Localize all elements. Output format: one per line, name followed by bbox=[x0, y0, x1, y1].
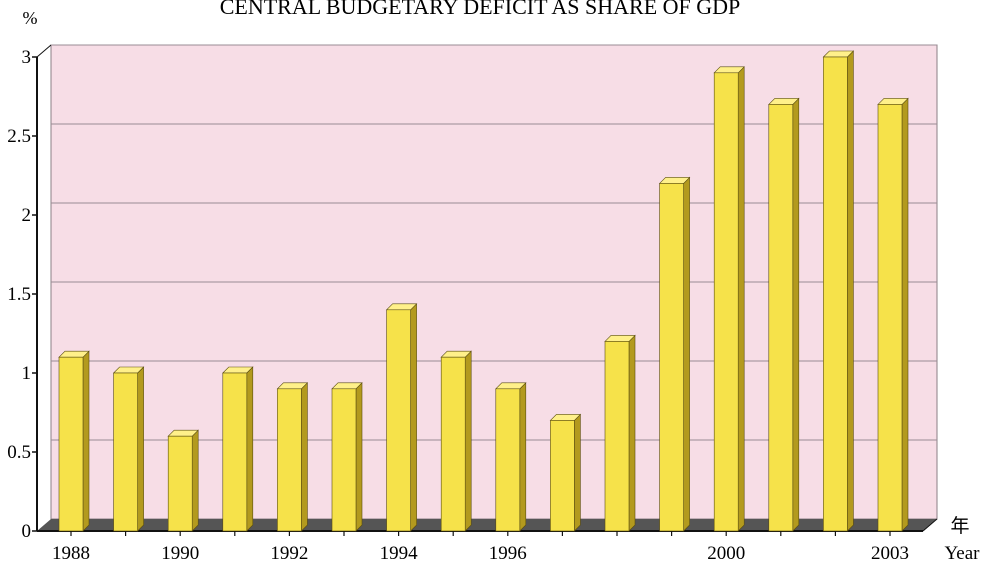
bar-1997 bbox=[549, 413, 582, 532]
y-axis-unit-label: % bbox=[23, 8, 38, 28]
x-tick-label: 2003 bbox=[871, 543, 909, 564]
bar-side bbox=[737, 66, 745, 532]
bar-1995 bbox=[440, 350, 472, 532]
x-tick-label: 2000 bbox=[707, 543, 745, 564]
y-tick-label: 0.5 bbox=[7, 442, 31, 463]
y-tick-label: 2 bbox=[22, 205, 32, 226]
bar-side bbox=[628, 334, 636, 532]
bar-1992 bbox=[276, 382, 309, 532]
bar-front bbox=[222, 372, 248, 532]
x-axis-label-chinese: 年 bbox=[950, 515, 969, 537]
bar-front bbox=[386, 309, 411, 532]
bar-1988 bbox=[58, 350, 90, 532]
bar-front bbox=[659, 183, 684, 532]
x-tick-label: 1990 bbox=[161, 543, 199, 564]
x-axis-depth-end bbox=[922, 518, 938, 532]
bar-front bbox=[167, 435, 193, 532]
chart-title: CENTRAL BUDGETARY DEFICIT AS SHARE OF GD… bbox=[220, 0, 741, 19]
y-tick-label: 2.5 bbox=[7, 126, 31, 147]
bar-side bbox=[519, 382, 527, 532]
bar-front bbox=[440, 356, 466, 532]
bar-front bbox=[277, 388, 302, 532]
x-tick-label: 1992 bbox=[270, 543, 308, 564]
bar-front bbox=[877, 104, 903, 532]
bar-front bbox=[113, 372, 138, 532]
bar-1999 bbox=[658, 176, 691, 532]
bar-1991 bbox=[222, 366, 254, 532]
bar-2003 bbox=[877, 97, 909, 532]
bar-front bbox=[550, 420, 575, 532]
bar-front bbox=[823, 56, 848, 532]
y-tick-label: 0 bbox=[22, 521, 32, 542]
y-ticks: 0 0.5 1 1.5 2 2.5 3 bbox=[7, 47, 37, 542]
bar-side bbox=[683, 176, 690, 532]
bar-front bbox=[768, 104, 794, 532]
plot-floor bbox=[37, 519, 937, 531]
bar-side bbox=[246, 366, 254, 532]
bar-side bbox=[901, 97, 909, 532]
bar-side bbox=[410, 303, 417, 532]
bar-1996 bbox=[495, 382, 527, 532]
y-tick-label: 3 bbox=[22, 47, 32, 68]
bar-1990 bbox=[167, 429, 199, 532]
bar-1994 bbox=[385, 303, 418, 532]
y-tick-label: 1 bbox=[22, 363, 32, 384]
bar-front bbox=[495, 388, 521, 532]
bar-side bbox=[137, 366, 144, 532]
bar-front bbox=[331, 388, 357, 532]
bar-side bbox=[464, 350, 472, 532]
bar-side bbox=[847, 50, 854, 532]
bar-1993 bbox=[331, 382, 363, 532]
x-axis-label-english: Year bbox=[944, 543, 980, 564]
bar-side bbox=[301, 382, 308, 532]
y-axis-depth-top bbox=[36, 44, 52, 58]
bar-1989 bbox=[112, 366, 145, 532]
bar-side bbox=[82, 350, 90, 532]
y-tick-label: 1.5 bbox=[7, 284, 31, 305]
bar-side bbox=[355, 382, 363, 532]
bar-front bbox=[58, 356, 84, 532]
x-tick-label: 1988 bbox=[52, 543, 90, 564]
x-tick-label: 1996 bbox=[489, 543, 527, 564]
bar-side bbox=[792, 97, 800, 532]
x-tick-label: 1994 bbox=[380, 543, 419, 564]
x-ticks: 1988 1990 1992 1994 1996 2000 2003 bbox=[52, 531, 909, 564]
bar-2002 bbox=[822, 50, 855, 532]
bar-2001 bbox=[768, 97, 800, 532]
bar-side bbox=[574, 413, 581, 532]
bar-side bbox=[191, 429, 199, 532]
bar-2000 bbox=[713, 66, 745, 532]
bar-front bbox=[604, 341, 630, 532]
bar-front bbox=[713, 72, 739, 532]
bar-1998 bbox=[604, 334, 636, 532]
